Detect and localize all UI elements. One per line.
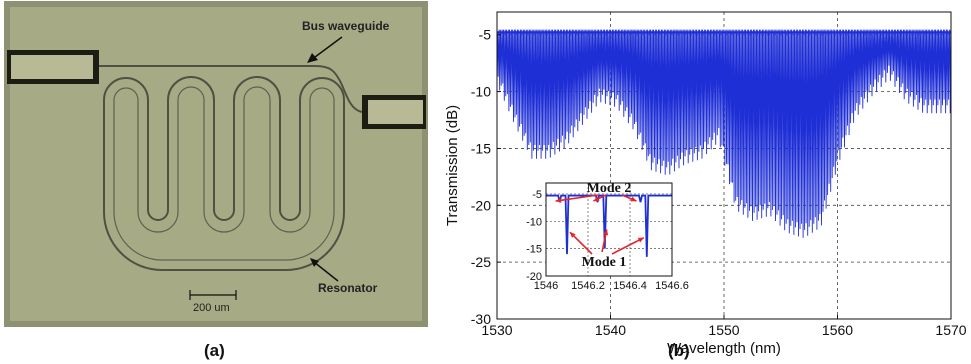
- bus-waveguide-label: Bus waveguide: [302, 19, 390, 33]
- mode-2-arrow-1-head: [555, 197, 562, 203]
- bus-waveguide-arrow: [310, 36, 343, 61]
- mode-1-arrow-3-head: [637, 237, 644, 243]
- mode-1-arrow-1-head: [570, 232, 576, 238]
- mode-1-label: Mode 1: [582, 255, 627, 270]
- resonator-arrowhead: [310, 258, 319, 267]
- inset-x-tick-label-3: 1546.6: [655, 280, 689, 292]
- y-tick-label-1: -10: [471, 84, 491, 100]
- x-tick-label-3: 1560: [822, 322, 853, 338]
- y-tick-label-2: -15: [471, 140, 491, 156]
- resonator-outer: [103, 76, 345, 271]
- inset-chart: 1546 1546.2 1546.4 1546.6 -5 -10 -15 -20 Mode 2 M…: [526, 181, 689, 292]
- transmission-series: [496, 29, 952, 238]
- micrograph-vignette: [4, 1, 428, 327]
- resonator-inner: [113, 86, 335, 261]
- inset-y-tick-label-3: -20: [526, 271, 542, 283]
- bus-waveguide: [99, 65, 363, 113]
- inset-y-tick-label-0: -5: [532, 189, 542, 201]
- panel-b-label: (b): [668, 341, 690, 360]
- resonator-arrow: [313, 261, 339, 282]
- transmission-chart: 1530 1540 1550 1560 1570 -5 -10 -15 -20 -25 -30 Wav…: [444, 11, 967, 357]
- inset-series: [546, 194, 672, 257]
- y-tick-label-4: -25: [471, 254, 491, 270]
- mode-1-arrow-3: [611, 236, 645, 255]
- panel-a-micrograph: Bus waveguide Resonator 200 um: [4, 1, 428, 327]
- panel-a-label: (a): [204, 341, 225, 360]
- inset-y-tick-label-1: -10: [526, 216, 542, 228]
- y-tick-label-0: -5: [479, 27, 492, 43]
- left-coupler-pad-core: [11, 55, 93, 79]
- scale-bar-label: 200 um: [193, 302, 230, 314]
- mode-2-arrow-3-head: [630, 196, 637, 202]
- x-tick-label-1: 1540: [595, 322, 626, 338]
- x-tick-label-0: 1530: [481, 322, 512, 338]
- mode-2-label: Mode 2: [587, 181, 632, 196]
- inset-y-tick-label-2: -15: [526, 244, 542, 256]
- x-tick-label-4: 1570: [935, 322, 966, 338]
- x-axis-label: Wavelength (nm): [667, 340, 781, 357]
- y-tick-label-5: -30: [471, 311, 491, 327]
- inset-x-tick-label-1: 1546.2: [571, 280, 605, 292]
- y-tick-label-3: -20: [471, 197, 491, 213]
- right-coupler-pad-core: [368, 100, 423, 124]
- resonator-label: Resonator: [318, 281, 378, 295]
- x-tick-label-2: 1550: [708, 322, 739, 338]
- inset-x-tick-label-2: 1546.4: [613, 280, 647, 292]
- inset-x-tick-label-0: 1546: [534, 280, 558, 292]
- mode-2-arrow-2-head: [593, 196, 600, 202]
- mode-1-arrow-2-head: [603, 229, 609, 236]
- bus-waveguide-arrowhead: [307, 53, 318, 63]
- mode-2-arrow-1: [555, 194, 599, 202]
- inset-frame: [545, 182, 673, 277]
- y-axis-label: Transmission (dB): [444, 105, 461, 226]
